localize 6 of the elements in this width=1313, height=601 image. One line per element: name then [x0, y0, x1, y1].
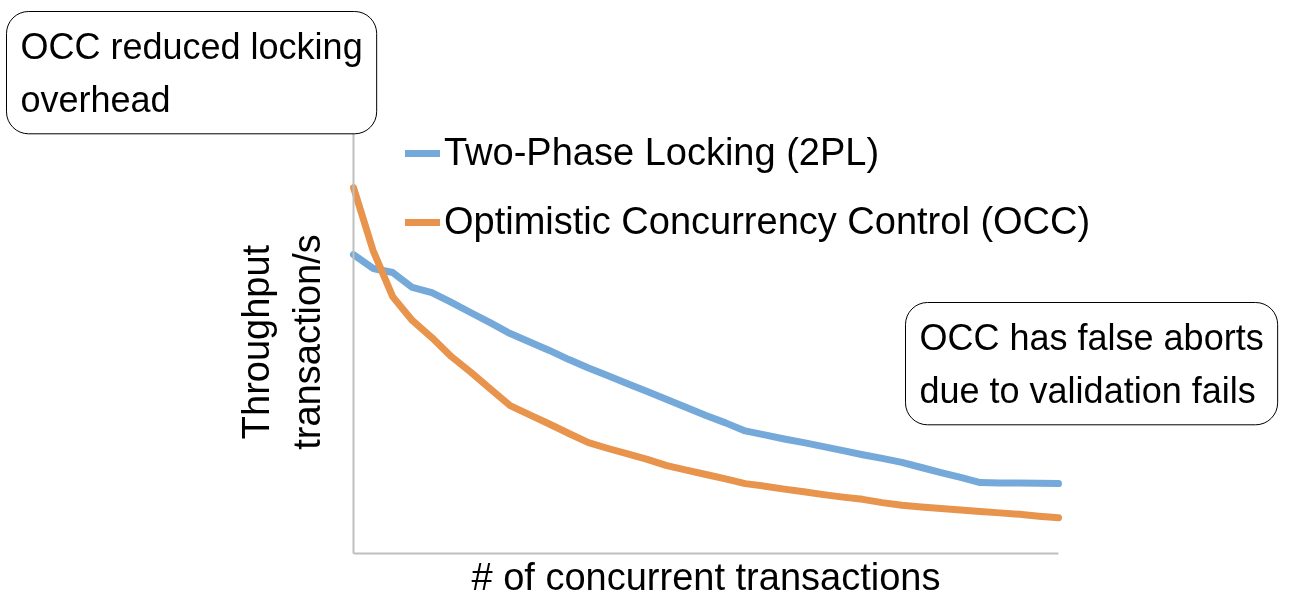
legend-label: Optimistic Concurrency Control (OCC) [444, 200, 1091, 243]
annotation: OCC has false aborts due to validation fails [919, 316, 1264, 411]
y-axis-title: Throughput transaction/s [235, 234, 328, 450]
x-axis-title: # of concurrent transactions [471, 555, 941, 598]
text: OCC reduced locking overhead [20, 25, 363, 120]
legend-label: Two-Phase Locking (2PL) [444, 131, 880, 174]
